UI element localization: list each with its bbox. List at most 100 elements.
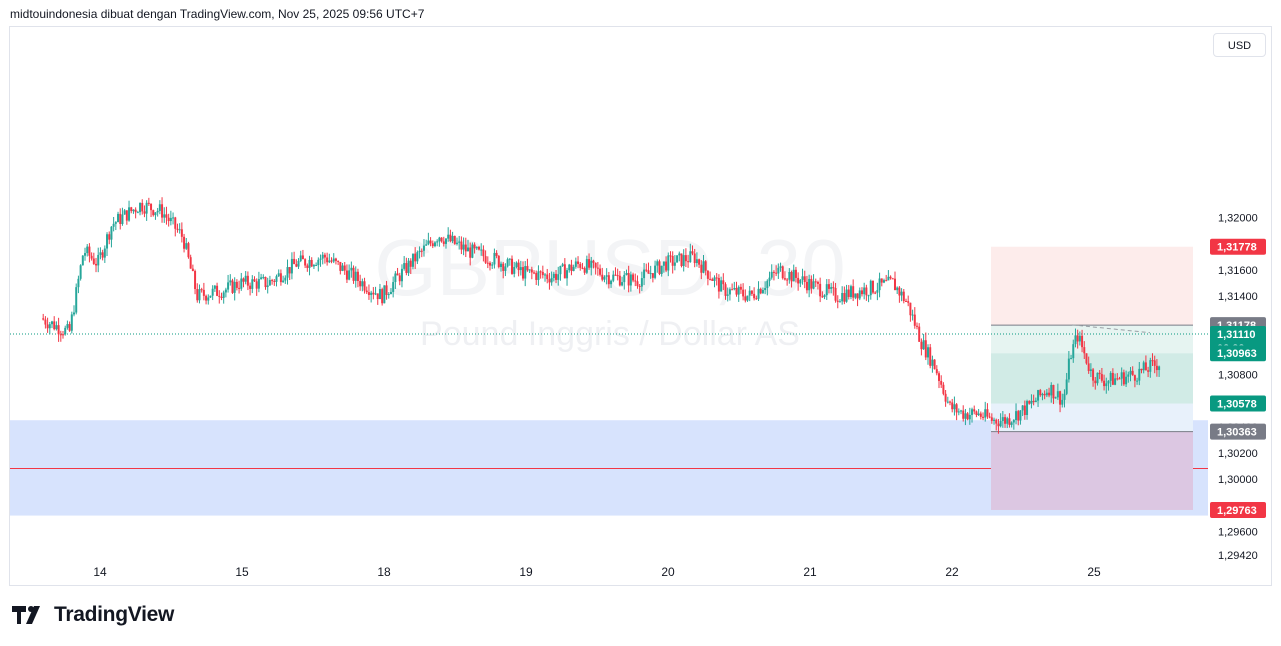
candle-body xyxy=(1054,397,1057,399)
candle-body xyxy=(739,286,742,290)
candle-body xyxy=(121,214,124,224)
candle-body xyxy=(81,255,84,266)
chart-frame xyxy=(9,26,1272,586)
candle-body xyxy=(1089,369,1092,371)
candle-body xyxy=(495,252,498,256)
candle-body xyxy=(306,265,309,268)
candle-body xyxy=(581,267,584,269)
candle-body xyxy=(627,272,630,286)
candle-body xyxy=(295,264,298,267)
candle-body xyxy=(915,325,918,327)
candle-body xyxy=(154,212,157,216)
candle-body xyxy=(651,273,654,278)
candle-body xyxy=(957,411,960,413)
stop-zone-short xyxy=(991,246,1193,326)
candle-body xyxy=(814,281,817,283)
candle-body xyxy=(207,297,210,301)
candle-body xyxy=(722,280,725,285)
candle-body xyxy=(229,280,232,283)
candle-body xyxy=(1050,384,1053,396)
candle-body xyxy=(455,242,458,244)
candle-body xyxy=(920,341,923,350)
candle-body xyxy=(713,277,716,281)
candle-body xyxy=(211,288,214,296)
candle-body xyxy=(603,276,606,280)
candle-body xyxy=(497,255,500,268)
candle-body xyxy=(660,265,663,274)
candle-body xyxy=(940,380,943,385)
currency-button[interactable]: USD xyxy=(1213,33,1266,57)
candle-body xyxy=(1105,383,1108,387)
x-tick-label: 19 xyxy=(519,565,533,579)
candle-body xyxy=(709,278,712,280)
candle-body xyxy=(1111,372,1114,385)
candle-body xyxy=(801,276,804,280)
candle-body xyxy=(669,255,672,257)
candle-body xyxy=(781,266,784,279)
candle-body xyxy=(960,410,963,412)
candle-body xyxy=(984,409,987,418)
candle-body xyxy=(396,273,399,276)
candle-body xyxy=(200,289,203,291)
candle-body xyxy=(1008,418,1011,425)
candle-body xyxy=(563,264,566,279)
candle-body xyxy=(843,293,846,302)
candle-body xyxy=(282,280,285,283)
candle-body xyxy=(233,281,236,293)
candle-body xyxy=(552,273,555,278)
candle-body xyxy=(788,271,791,280)
candle-body xyxy=(1045,392,1048,396)
candle-body xyxy=(1026,401,1029,416)
candle-body xyxy=(706,270,709,279)
candles xyxy=(42,197,1161,434)
candle-body xyxy=(407,260,410,273)
candle-body xyxy=(46,324,49,329)
candle-body xyxy=(1129,370,1132,375)
candle-body xyxy=(249,285,252,289)
candle-body xyxy=(244,275,247,282)
candle-body xyxy=(44,319,47,325)
candle-body xyxy=(588,259,591,268)
candle-body xyxy=(1012,420,1015,423)
y-tick-label: 1,29600 xyxy=(1218,526,1258,538)
candle-body xyxy=(601,274,604,280)
candle-body xyxy=(577,261,580,264)
candle-body xyxy=(220,296,223,298)
candle-body xyxy=(411,253,414,267)
candle-body xyxy=(810,278,813,289)
candle-body xyxy=(48,324,51,329)
candle-body xyxy=(202,289,205,296)
candle-body xyxy=(73,312,76,315)
candle-body xyxy=(889,276,892,279)
candle-body xyxy=(1114,378,1117,385)
candle-body xyxy=(189,257,192,269)
candle-body xyxy=(546,274,549,280)
candle-body xyxy=(513,266,516,274)
candle-body xyxy=(1103,380,1106,387)
price-label: 1,31110 xyxy=(1217,329,1256,341)
candle-body xyxy=(205,295,208,301)
candle-body xyxy=(676,255,679,263)
candle-body xyxy=(647,270,650,274)
candle-body xyxy=(112,223,115,227)
candle-body xyxy=(557,274,560,280)
candle-body xyxy=(330,260,333,262)
candle-body xyxy=(473,244,476,249)
candle-body xyxy=(654,265,657,278)
candle-body xyxy=(522,267,525,279)
candle-body xyxy=(808,278,811,291)
candle-body xyxy=(77,278,80,288)
price-label: 1,31778 xyxy=(1217,242,1257,254)
candle-body xyxy=(949,401,952,403)
price-label-bg xyxy=(1210,423,1266,440)
candle-body xyxy=(695,259,698,264)
candle-body xyxy=(944,393,947,402)
candle-body xyxy=(874,292,877,294)
candle-body xyxy=(1015,411,1018,421)
candle-body xyxy=(544,274,547,276)
candle-body xyxy=(938,373,941,381)
candle-body xyxy=(385,285,388,295)
candle-body xyxy=(596,267,599,269)
candle-body xyxy=(152,210,155,216)
